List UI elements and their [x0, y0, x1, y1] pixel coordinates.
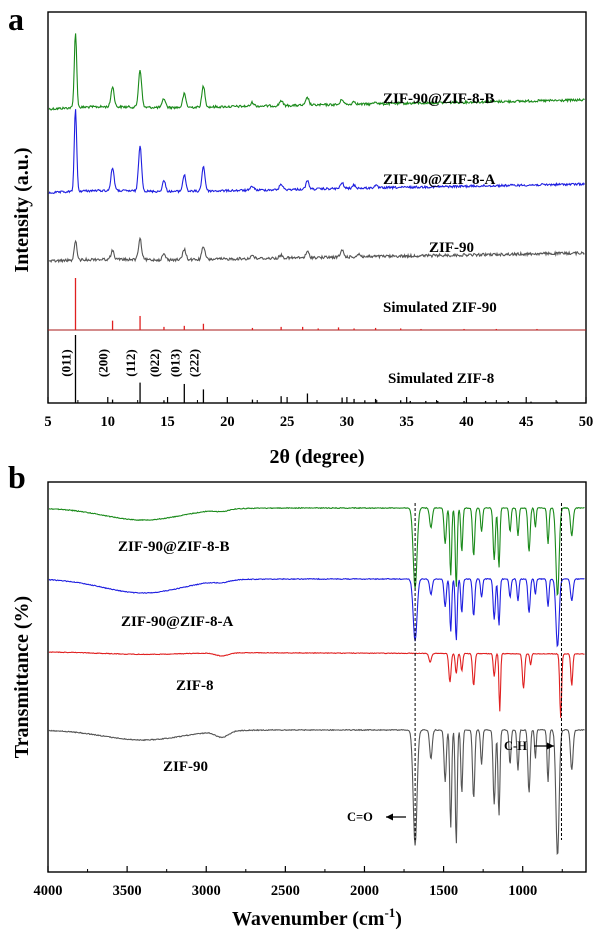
panel-a-xlabel: 2θ (degree): [269, 446, 364, 468]
xrd-x-tick-label: 30: [340, 414, 355, 430]
xrd-series-line: [48, 236, 585, 264]
panel-b-reference-lines: [414, 503, 562, 840]
hkl-label: (013): [167, 349, 182, 377]
panel-a-letter: a: [8, 1, 24, 37]
ftir-x-tick-label: 3500: [113, 883, 142, 899]
ftir-x-tick-label: 2500: [271, 883, 300, 899]
ftir-series-line: [48, 577, 585, 648]
panel-a-frame: [47, 11, 587, 404]
panel-b: b 4000 3500 3000 2500 2000 1500 1000 ZIF-90@ZI…: [8, 459, 587, 930]
xrd-x-tick-label: 15: [160, 414, 175, 430]
ftir-x-tick-label: 1000: [508, 883, 537, 899]
panel-a-ticks: 5 10 15 20 25 30 35 40 45 50: [44, 397, 593, 430]
hkl-label: (011): [58, 349, 73, 376]
panel-b-letter: b: [8, 459, 26, 495]
label-simulated-zif8: Simulated ZIF-8: [388, 371, 494, 387]
ftir-series-line: [48, 651, 585, 718]
ftir-x-tick-label: 2000: [350, 883, 379, 899]
panel-b-ticks: 4000 3500 3000 2500 2000 1500 1000: [34, 866, 563, 899]
panel-b-curves: [48, 506, 585, 855]
panel-a-curves: [48, 33, 586, 403]
xrd-x-tick-label: 35: [399, 414, 414, 430]
label-zif90-zif8-b-xrd: ZIF-90@ZIF-8-B: [383, 91, 494, 107]
ftir-x-tick-label: 1500: [429, 883, 458, 899]
xrd-x-tick-label: 5: [44, 414, 51, 430]
hkl-label: (200): [96, 349, 111, 377]
hkl-label: (112): [123, 349, 138, 376]
hkl-label: (022): [147, 349, 162, 377]
xrd-x-tick-label: 10: [101, 414, 116, 430]
annotation-ch-arrowhead: [547, 742, 554, 750]
hkl-label: (222): [186, 349, 201, 377]
label-zif90-zif8-b-ftir: ZIF-90@ZIF-8-B: [118, 539, 229, 555]
xrd-series-line: [48, 33, 585, 111]
panel-b-frame: [47, 481, 587, 873]
panel-b-xlabel: Wavenumber (cm-1): [232, 905, 402, 930]
ftir-x-tick-label: 4000: [34, 883, 63, 899]
xrd-x-tick-label: 50: [579, 414, 594, 430]
label-simulated-zif90: Simulated ZIF-90: [383, 300, 497, 316]
ftir-series-line: [48, 506, 585, 597]
xrd-x-tick-label: 45: [519, 414, 534, 430]
ftir-x-tick-label: 3000: [192, 883, 221, 899]
panel-b-ylabel: Transmittance (%): [11, 596, 33, 758]
annotation-co-arrowhead: [386, 813, 393, 821]
panel-a: a 5 10 15 20 25 30 35 40 45 50 ZIF-90@ZIF-8-B ZIF…: [8, 1, 593, 468]
label-zif90-ftir: ZIF-90: [163, 759, 208, 775]
label-zif90-xrd: ZIF-90: [429, 240, 474, 256]
xrd-series-line: [48, 109, 585, 195]
xrd-x-tick-label: 20: [220, 414, 235, 430]
xrd-x-tick-label: 25: [280, 414, 295, 430]
label-zif90-zif8-a-xrd: ZIF-90@ZIF-8-A: [383, 172, 495, 188]
ftir-series-line: [48, 728, 585, 855]
panel-a-hkl-labels: (011) (200) (112) (022) (013) (222): [58, 349, 201, 377]
xrd-x-tick-label: 40: [459, 414, 474, 430]
annotation-ch: C-H: [504, 739, 527, 753]
annotation-co: C=O: [347, 810, 373, 824]
label-zif90-zif8-a-ftir: ZIF-90@ZIF-8-A: [121, 614, 233, 630]
label-zif8-ftir: ZIF-8: [176, 678, 214, 694]
panel-a-ylabel: Intensity (a.u.): [11, 147, 33, 272]
